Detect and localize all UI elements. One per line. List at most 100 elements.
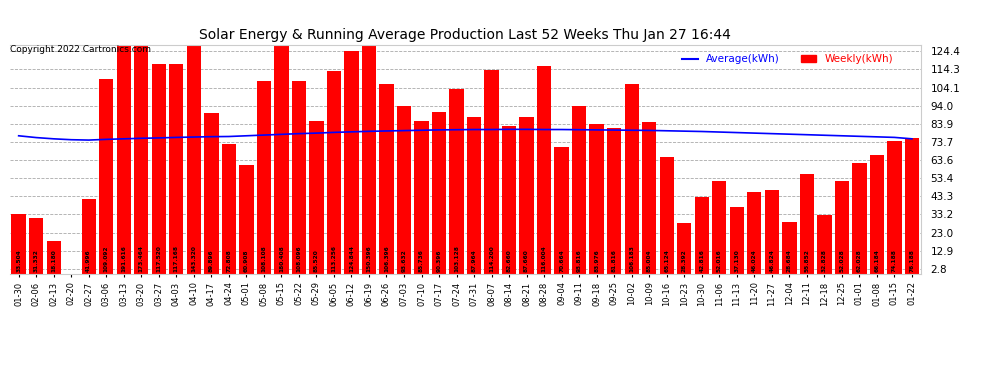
Text: 66.184: 66.184 <box>874 249 879 272</box>
Text: 143.320: 143.320 <box>191 245 196 272</box>
Text: 173.464: 173.464 <box>139 245 144 272</box>
Bar <box>484 70 499 274</box>
Text: 108.096: 108.096 <box>296 245 301 272</box>
Legend: Average(kWh), Weekly(kWh): Average(kWh), Weekly(kWh) <box>678 50 897 69</box>
Bar <box>712 181 727 274</box>
Bar <box>327 71 342 274</box>
Bar <box>292 81 306 274</box>
Text: 76.188: 76.188 <box>910 249 915 272</box>
Text: 72.808: 72.808 <box>227 249 232 272</box>
Bar <box>747 192 761 274</box>
Bar <box>240 165 253 274</box>
Text: 87.964: 87.964 <box>471 249 476 272</box>
Text: 81.816: 81.816 <box>612 249 617 272</box>
Text: 32.828: 32.828 <box>822 249 827 272</box>
Text: 85.736: 85.736 <box>419 249 424 272</box>
Bar <box>432 112 446 274</box>
Text: 85.520: 85.520 <box>314 249 319 272</box>
Bar <box>764 190 779 274</box>
Text: 28.684: 28.684 <box>787 249 792 272</box>
Text: 74.188: 74.188 <box>892 249 897 272</box>
Bar <box>730 207 743 274</box>
Bar <box>397 106 411 274</box>
Bar <box>99 79 114 274</box>
Text: 37.130: 37.130 <box>735 249 740 272</box>
Text: 65.124: 65.124 <box>664 249 669 272</box>
Text: 83.976: 83.976 <box>594 249 599 272</box>
Bar <box>134 0 148 274</box>
Text: 117.168: 117.168 <box>174 245 179 272</box>
Bar <box>695 197 709 274</box>
Bar <box>47 241 60 274</box>
Bar <box>29 218 44 274</box>
Bar <box>379 84 394 274</box>
Bar <box>81 199 96 274</box>
Bar <box>520 117 534 274</box>
Text: 41.996: 41.996 <box>86 249 91 272</box>
Text: 85.004: 85.004 <box>646 249 651 272</box>
Text: 46.824: 46.824 <box>769 249 774 272</box>
Bar <box>643 122 656 274</box>
Text: 46.024: 46.024 <box>751 249 756 272</box>
Bar <box>449 90 463 274</box>
Bar <box>537 66 551 274</box>
Text: 28.392: 28.392 <box>682 249 687 272</box>
Bar <box>361 5 376 274</box>
Bar <box>169 64 183 274</box>
Bar <box>607 128 622 274</box>
Text: 106.183: 106.183 <box>630 245 635 272</box>
Bar <box>204 113 219 274</box>
Bar <box>256 81 271 274</box>
Bar <box>625 84 639 274</box>
Text: 93.816: 93.816 <box>576 249 582 272</box>
Bar <box>554 147 569 274</box>
Text: 117.520: 117.520 <box>156 245 161 272</box>
Text: 109.092: 109.092 <box>104 246 109 272</box>
Text: 191.616: 191.616 <box>121 245 127 272</box>
Bar <box>12 214 26 274</box>
Bar <box>800 174 814 274</box>
Bar <box>905 138 919 274</box>
Text: 106.396: 106.396 <box>384 245 389 272</box>
Text: 90.396: 90.396 <box>437 249 442 272</box>
Bar <box>782 222 797 274</box>
Bar <box>870 156 884 274</box>
Bar <box>309 121 324 274</box>
Text: 18.180: 18.180 <box>51 249 56 272</box>
Text: 60.908: 60.908 <box>244 249 248 272</box>
Bar <box>835 181 849 274</box>
Text: 113.256: 113.256 <box>332 245 337 272</box>
Text: 116.004: 116.004 <box>542 245 546 272</box>
Bar <box>852 163 866 274</box>
Text: 124.844: 124.844 <box>348 245 354 272</box>
Bar <box>222 144 236 274</box>
Title: Solar Energy & Running Average Production Last 52 Weeks Thu Jan 27 16:44: Solar Energy & Running Average Productio… <box>199 28 732 42</box>
Text: 70.664: 70.664 <box>559 249 564 272</box>
Text: 31.332: 31.332 <box>34 249 39 272</box>
Bar <box>117 0 131 274</box>
Bar <box>274 0 288 274</box>
Text: 87.660: 87.660 <box>524 249 529 272</box>
Text: 103.128: 103.128 <box>454 245 459 272</box>
Text: 55.852: 55.852 <box>804 249 810 272</box>
Bar <box>817 215 832 274</box>
Text: 150.396: 150.396 <box>366 245 371 272</box>
Bar <box>887 141 902 274</box>
Bar <box>151 64 166 274</box>
Bar <box>502 126 516 274</box>
Text: 180.408: 180.408 <box>279 245 284 272</box>
Text: 82.660: 82.660 <box>507 249 512 272</box>
Text: Copyright 2022 Cartronics.com: Copyright 2022 Cartronics.com <box>10 45 150 54</box>
Text: 62.028: 62.028 <box>857 249 862 272</box>
Text: 93.632: 93.632 <box>402 249 407 272</box>
Text: 108.108: 108.108 <box>261 245 266 272</box>
Text: 89.896: 89.896 <box>209 249 214 272</box>
Text: 52.028: 52.028 <box>840 249 844 272</box>
Bar <box>415 120 429 274</box>
Bar <box>345 51 358 274</box>
Bar <box>659 158 674 274</box>
Text: 114.200: 114.200 <box>489 245 494 272</box>
Bar <box>467 117 481 274</box>
Bar <box>572 106 586 274</box>
Bar <box>677 223 691 274</box>
